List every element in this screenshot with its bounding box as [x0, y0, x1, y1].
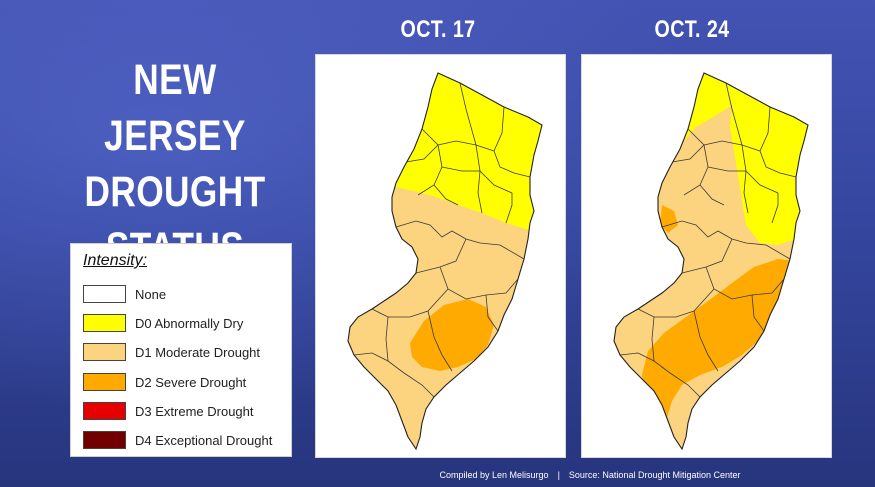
intensity-legend: Intensity: None D0 Abnormally Dry D1 Mod…	[70, 243, 292, 457]
legend-title: Intensity:	[83, 252, 148, 269]
map-panel-oct24	[581, 54, 832, 458]
legend-item-d2: D2 Severe Drought	[83, 372, 246, 392]
title-line-1: NEW JERSEY	[104, 56, 246, 160]
map-date-oct24: OCT. 24	[654, 16, 730, 43]
legend-swatch	[83, 314, 126, 332]
legend-label: None	[135, 286, 167, 302]
legend-swatch	[83, 373, 126, 391]
legend-item-d0: D0 Abnormally Dry	[83, 313, 243, 333]
nj-drought-map-oct24	[613, 72, 809, 451]
legend-item-d1: D1 Moderate Drought	[83, 342, 260, 362]
nj-drought-map-oct17	[347, 72, 543, 451]
legend-swatch	[83, 402, 126, 420]
credits-footer: Compiled by Len Melisurgo | Source: Nation…	[330, 470, 850, 480]
legend-swatch	[83, 343, 126, 361]
legend-item-d4: D4 Exceptional Drought	[83, 430, 272, 450]
map-panel-oct17	[315, 54, 566, 458]
legend-label: D4 Exceptional Drought	[135, 432, 273, 448]
legend-swatch	[83, 285, 126, 303]
legend-item-none: None	[83, 284, 166, 304]
source-credit: Source: National Drought Mitigation Cent…	[568, 470, 741, 480]
compiled-by: Compiled by Len Melisurgo	[439, 470, 549, 480]
title-line-2: DROUGHT	[84, 168, 266, 216]
map-date-oct17: OCT. 17	[400, 16, 476, 43]
legend-label: D0 Abnormally Dry	[135, 315, 244, 331]
legend-item-d3: D3 Extreme Drought	[83, 401, 254, 421]
legend-label: D2 Severe Drought	[135, 374, 247, 390]
legend-label: D3 Extreme Drought	[135, 403, 254, 419]
legend-label: D1 Moderate Drought	[135, 344, 261, 360]
footer-separator: |	[557, 470, 560, 480]
legend-swatch	[83, 431, 126, 449]
